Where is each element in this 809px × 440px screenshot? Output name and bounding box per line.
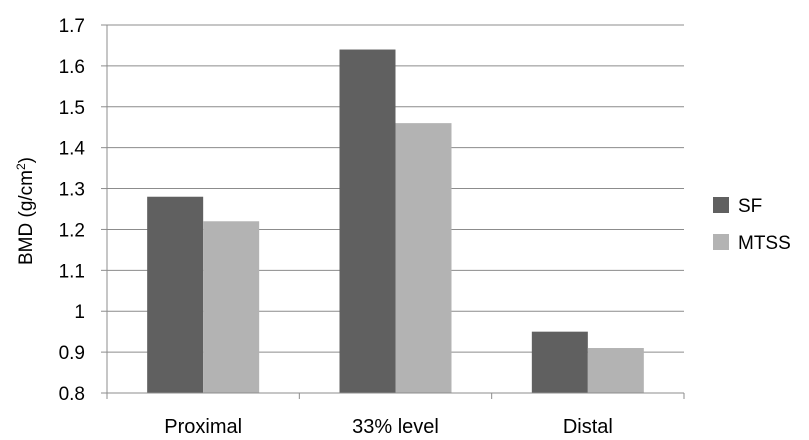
legend-swatch-mtss [713,234,729,250]
x-category-label: 33% level [352,416,439,438]
y-axis-title-main: BMD (g/cm [16,170,37,265]
bars [147,49,644,394]
x-category-labels: Proximal 33% level Distal [164,416,613,438]
x-category-label: Proximal [164,416,242,438]
legend-swatch-sf [713,197,729,213]
y-tick-label: 1.5 [59,98,85,119]
bar-mtss-distal [587,348,644,393]
y-tick-label: 1.1 [59,261,85,282]
bar-sf-distal [531,331,588,393]
y-tick-label: 0.8 [59,384,85,405]
y-tick-label: 1.6 [59,57,85,78]
x-category-label: Distal [563,416,613,438]
y-tick-label: 1.2 [59,220,85,241]
bar-mtss-proximal [203,221,260,393]
bar-sf-proximal [147,196,204,393]
bar-mtss-33-level [395,123,452,393]
y-axis-title: BMD (g/cm2) [14,157,37,265]
y-tick-labels: 0.8 0.9 1 1.1 1.2 1.3 1.4 1.5 1.6 1.7 [59,16,86,405]
legend: SF MTSS [713,196,791,254]
y-tick-label: 1 [74,302,85,323]
y-tick-label: 0.9 [59,343,85,364]
y-tick-label: 1.3 [59,180,85,201]
y-tick-label: 1.4 [59,139,86,160]
y-tick-label: 1.7 [59,16,85,37]
legend-label-sf: SF [738,196,762,217]
y-axis-title-superscript: 2 [14,163,28,170]
legend-label-mtss: MTSS [738,233,791,254]
y-axis-title-end: ) [16,157,37,163]
bar-sf-33-level [339,49,396,394]
axes [106,25,685,399]
